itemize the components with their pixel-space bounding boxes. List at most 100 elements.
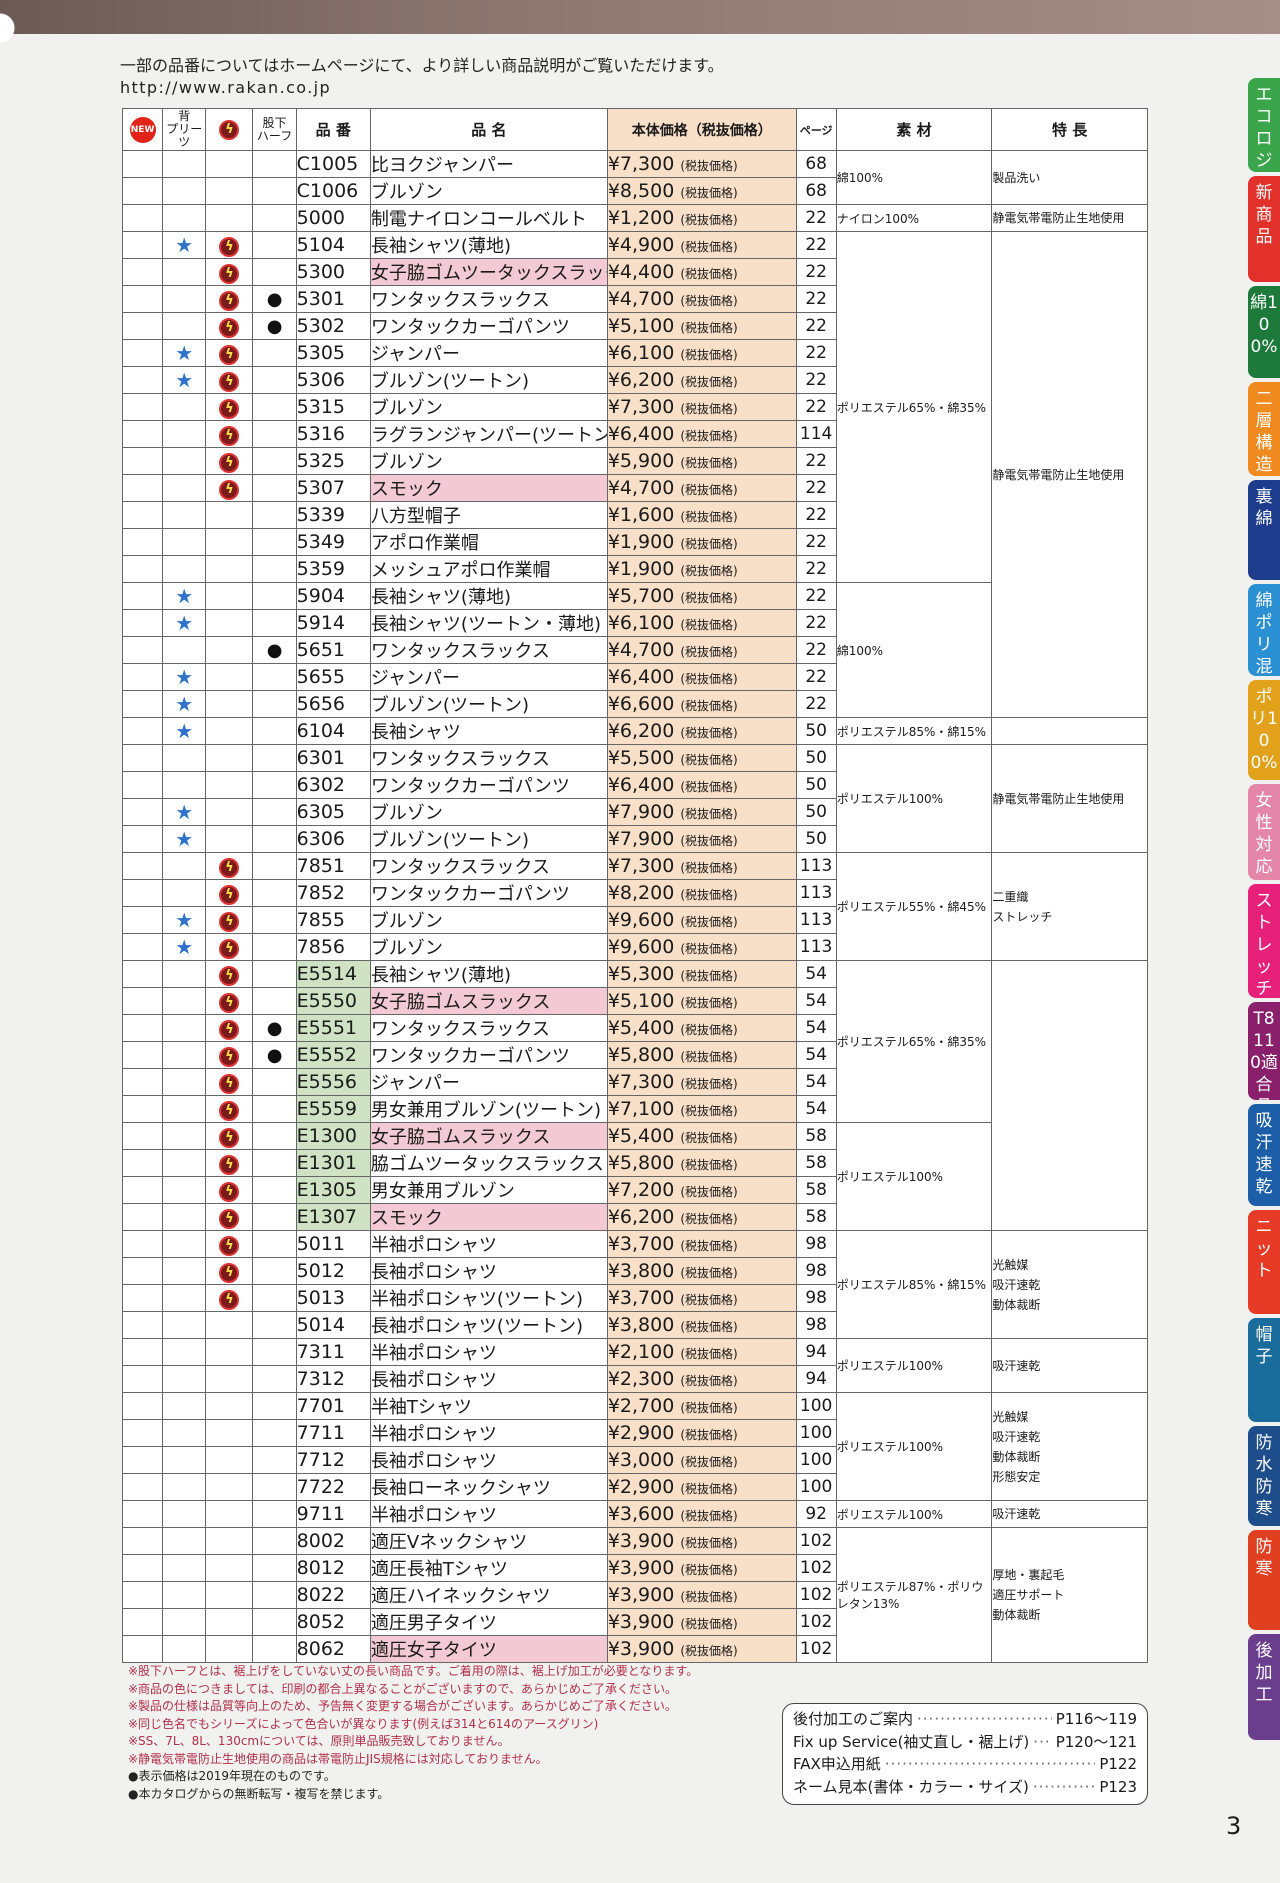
hem-half-cell (252, 744, 297, 772)
catalog-page: 22 (795, 690, 837, 718)
product-price: ¥6,200 (税抜価格) (606, 1203, 797, 1231)
side-tab[interactable]: 綿100% (1248, 286, 1280, 378)
catalog-page: 54 (795, 987, 837, 1015)
material-cell: ポリエステル100% (835, 1500, 993, 1528)
static-cell: ϟ (205, 1203, 254, 1231)
material-cell: ポリエステル65%・綿35% (835, 231, 993, 583)
back-pleats-cell: ★ (162, 663, 207, 691)
side-tab[interactable]: 後加工 (1248, 1634, 1280, 1740)
material-cell: 綿100% (835, 582, 993, 718)
side-index-tabs: エコロジー新商品綿100% 二層構造糸裏綿綿ポリ混紡ポリ100% 女性対応品ストレッ… (1248, 78, 1280, 1744)
side-tab-label: 後加工 (1255, 1641, 1273, 1705)
side-tab[interactable]: T8110適合品 (1248, 1002, 1280, 1100)
product-code: E5551 (295, 1014, 371, 1042)
static-cell (205, 1338, 254, 1366)
features-cell: 吸汗速乾 (991, 1338, 1148, 1393)
back-pleats-cell (162, 1365, 207, 1393)
tax-note: (税抜価格) (680, 1293, 738, 1307)
side-tab[interactable]: 女性対応品 (1248, 784, 1280, 880)
price-value: ¥4,700 (607, 288, 675, 310)
table-row: ϟ E5514 長袖シャツ(薄地) ¥5,300 (税抜価格) 54 ポリエステル65%・綿… (121, 960, 1148, 1231)
website-link[interactable]: http://www.rakan.co.jp (120, 78, 332, 97)
product-price: ¥3,900 (税抜価格) (606, 1581, 797, 1609)
guide-item[interactable]: ネーム見本(書体・カラー・サイズ)·······················… (793, 1776, 1137, 1799)
product-code: 6104 (295, 717, 371, 745)
side-tab[interactable]: ストレッチ (1248, 884, 1280, 998)
hem-half-cell (252, 231, 297, 259)
table-row: 6302 ワンタックカーゴパンツ ¥6,400 (税抜価格) 50 (121, 771, 1148, 799)
side-tab[interactable]: 吸汗速乾 (1248, 1104, 1280, 1206)
product-code: 5651 (295, 636, 371, 664)
table-row: ϟ 5316 ラグランジャンパー(ツートン) ¥6,400 (税抜価格) 114 (121, 420, 1148, 448)
table-row: ★ 5904 長袖シャツ(薄地) ¥5,700 (税抜価格) 22 綿100% (121, 582, 1148, 718)
table-row: ϟ E5559 男女兼用ブルゾン(ツートン) ¥7,100 (税抜価格) 54 (121, 1095, 1148, 1123)
side-tab[interactable]: ニット (1248, 1210, 1280, 1314)
side-tab[interactable]: 帽子 (1248, 1318, 1280, 1422)
side-tab[interactable]: 裏綿 (1248, 480, 1280, 580)
new-cell (121, 1419, 164, 1447)
side-tab-label: 防水防寒 (1255, 1433, 1273, 1519)
features-cell: 静電気帯電防止生地使用 (991, 204, 1148, 232)
new-cell (121, 501, 164, 529)
back-pleats-cell (162, 636, 207, 664)
guide-item[interactable]: 後付加工のご案内································… (793, 1708, 1137, 1731)
product-name: 半袖ポロシャツ (369, 1500, 608, 1528)
catalog-page: 94 (795, 1365, 837, 1393)
product-name: ブルゾン (369, 177, 608, 205)
new-cell (121, 987, 164, 1015)
table-row: ϟ 7851 ワンタックスラックス ¥7,300 (税抜価格) 113 ポリエステル55%・… (121, 852, 1148, 961)
price-value: ¥1,200 (607, 207, 675, 229)
static-cell: ϟ (205, 1014, 254, 1042)
tax-note: (税抜価格) (680, 618, 738, 632)
new-cell (121, 825, 164, 853)
side-tab[interactable]: 二層構造糸 (1248, 382, 1280, 476)
product-code: 7856 (295, 933, 371, 961)
price-value: ¥2,900 (607, 1422, 675, 1444)
side-tab[interactable]: 綿ポリ混紡 (1248, 584, 1280, 676)
catalog-page: 100 (795, 1419, 837, 1447)
product-code: E5552 (295, 1041, 371, 1069)
back-pleats-cell: ★ (162, 717, 207, 745)
side-tab[interactable]: ポリ100% (1248, 680, 1280, 780)
tax-note: (税抜価格) (680, 672, 738, 686)
material-cell: ポリエステル85%・綿15% (835, 1230, 993, 1339)
product-name: 半袖ポロシャツ (369, 1230, 608, 1258)
hem-half-cell (252, 366, 297, 394)
side-tab-label: ニット (1255, 1217, 1273, 1281)
product-code: C1006 (295, 177, 371, 205)
back-pleats-cell (162, 1392, 207, 1420)
table-row: ϟ E5556 ジャンパー ¥7,300 (税抜価格) 54 (121, 1068, 1148, 1096)
catalog-page: 22 (795, 312, 837, 340)
side-tab[interactable]: 防水防寒 (1248, 1426, 1280, 1526)
footnote-line: ※製品の仕様は品質等向上のため、予告無く変更する場合がございます。あらかじめご了… (128, 1699, 677, 1713)
product-name: ワンタックカーゴパンツ (369, 879, 608, 907)
product-code: 5307 (295, 474, 371, 502)
catalog-page: 68 (795, 150, 837, 178)
hem-half-cell (252, 798, 297, 826)
static-shield-icon: ϟ (219, 236, 240, 257)
product-code: 5011 (295, 1230, 371, 1258)
product-price: ¥4,700 (税抜価格) (606, 285, 797, 313)
catalog-page: 98 (795, 1284, 837, 1312)
hem-half-cell (252, 1203, 297, 1231)
guide-page: P116〜119 (1055, 1710, 1137, 1728)
table-row: ★ 6306 ブルゾン(ツートン) ¥7,900 (税抜価格) 50 (121, 825, 1148, 853)
features-cell: 静電気帯電防止生地使用 (991, 744, 1148, 853)
static-shield-icon: ϟ (219, 857, 240, 878)
side-tab[interactable]: 新商品 (1248, 176, 1280, 282)
new-cell (121, 1392, 164, 1420)
price-value: ¥4,900 (607, 234, 675, 256)
guide-item[interactable]: FAX申込用紙 ·································… (793, 1753, 1137, 1776)
side-tab[interactable]: 防寒 (1248, 1530, 1280, 1630)
guide-item[interactable]: Fix up Service(袖丈直し・裾上げ)················… (793, 1731, 1137, 1754)
side-tab[interactable]: エコロジー (1248, 78, 1280, 172)
table-row: ϟ ● E5552 ワンタックカーゴパンツ ¥5,800 (税抜価格) 54 (121, 1041, 1148, 1069)
catalog-page: 22 (795, 582, 837, 610)
product-code: 5359 (295, 555, 371, 583)
product-price: ¥7,200 (税抜価格) (606, 1176, 797, 1204)
catalog-page: 102 (795, 1635, 837, 1663)
price-value: ¥1,900 (607, 531, 675, 553)
product-name: 女子脇ゴムスラックス (369, 1122, 608, 1150)
side-tab-label: 綿ポリ混紡 (1255, 591, 1273, 676)
static-shield-icon: ϟ (219, 992, 240, 1013)
